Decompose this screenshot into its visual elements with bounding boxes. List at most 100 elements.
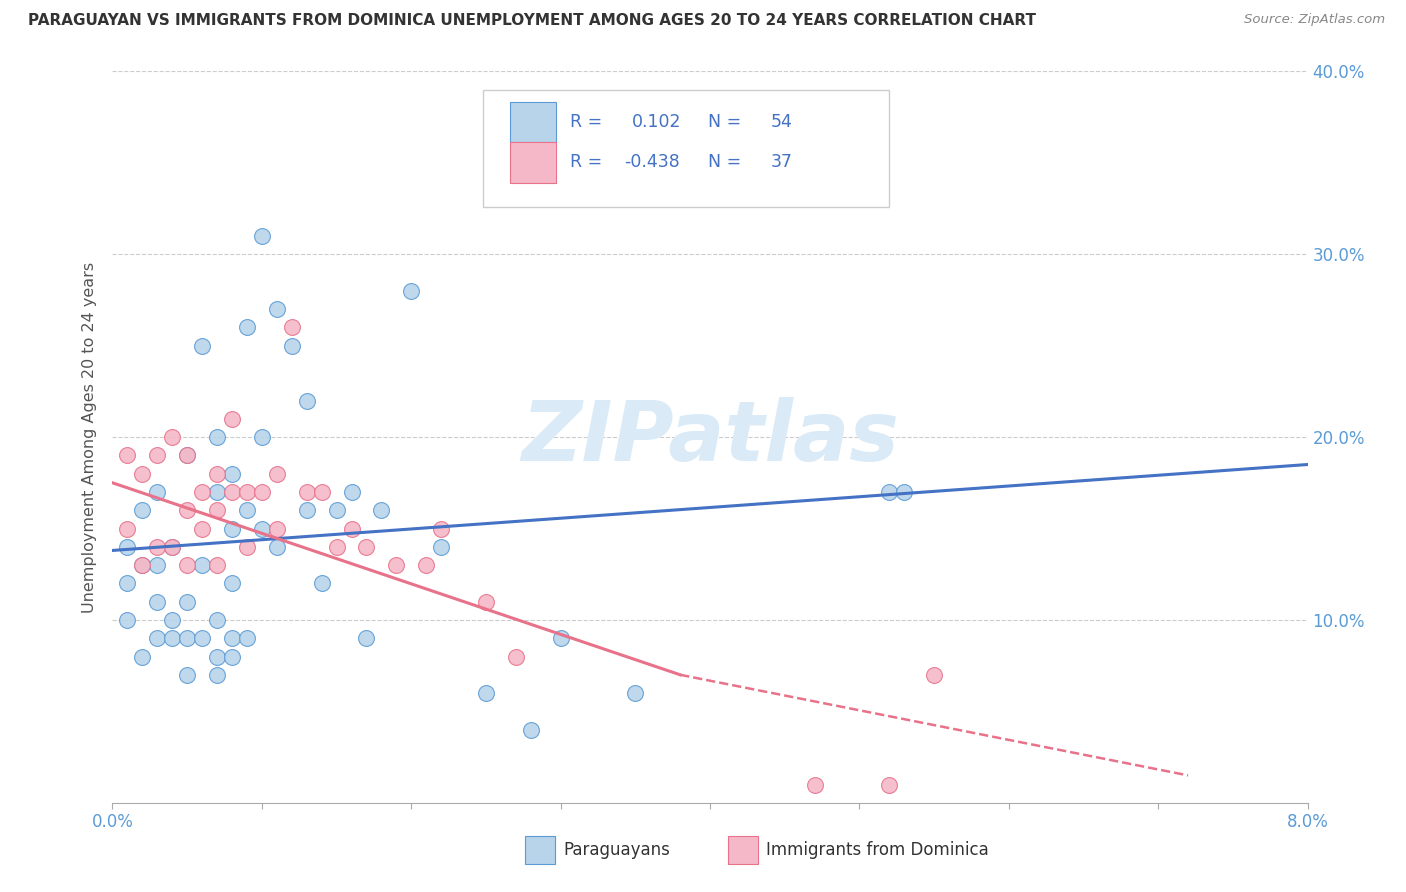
- Point: [176, 667, 198, 681]
- Point: [430, 521, 453, 535]
- Point: [205, 649, 228, 664]
- Point: [191, 521, 214, 535]
- Text: 54: 54: [770, 113, 793, 131]
- Text: Paraguayans: Paraguayans: [562, 840, 669, 859]
- Point: [162, 540, 183, 554]
- Point: [893, 485, 915, 500]
- Point: [281, 320, 304, 334]
- Point: [325, 503, 347, 517]
- Point: [205, 430, 228, 444]
- Point: [266, 467, 288, 481]
- Point: [250, 430, 273, 444]
- Point: [295, 393, 318, 408]
- Point: [922, 667, 945, 681]
- Point: [191, 558, 214, 573]
- Point: [205, 667, 228, 681]
- Point: [146, 540, 169, 554]
- FancyBboxPatch shape: [524, 836, 554, 863]
- Point: [520, 723, 543, 737]
- Text: 37: 37: [770, 153, 793, 171]
- Point: [205, 613, 228, 627]
- Point: [266, 540, 288, 554]
- Point: [205, 558, 228, 573]
- Point: [356, 540, 378, 554]
- Point: [266, 301, 288, 317]
- Point: [221, 467, 243, 481]
- Point: [162, 613, 183, 627]
- Point: [146, 632, 169, 646]
- Point: [117, 521, 139, 535]
- Point: [221, 649, 243, 664]
- Point: [236, 503, 259, 517]
- Text: N =: N =: [707, 153, 747, 171]
- Point: [236, 320, 259, 334]
- Point: [162, 632, 183, 646]
- Text: Source: ZipAtlas.com: Source: ZipAtlas.com: [1244, 13, 1385, 27]
- Point: [221, 576, 243, 591]
- Point: [162, 540, 183, 554]
- Point: [191, 485, 214, 500]
- Text: -0.438: -0.438: [624, 153, 679, 171]
- Point: [176, 448, 198, 462]
- Point: [146, 594, 169, 608]
- Point: [146, 485, 169, 500]
- Point: [221, 632, 243, 646]
- Point: [236, 485, 259, 500]
- Point: [370, 503, 392, 517]
- Point: [250, 521, 273, 535]
- Point: [877, 778, 901, 792]
- Point: [131, 467, 153, 481]
- Point: [550, 632, 572, 646]
- Point: [146, 448, 169, 462]
- Point: [356, 632, 378, 646]
- Point: [191, 632, 214, 646]
- Point: [340, 485, 363, 500]
- Point: [415, 558, 437, 573]
- Point: [117, 576, 139, 591]
- Point: [131, 503, 153, 517]
- Point: [117, 613, 139, 627]
- Y-axis label: Unemployment Among Ages 20 to 24 years: Unemployment Among Ages 20 to 24 years: [82, 261, 97, 613]
- Point: [295, 485, 318, 500]
- Point: [295, 503, 318, 517]
- Text: ZIPatlas: ZIPatlas: [522, 397, 898, 477]
- Point: [250, 229, 273, 244]
- Point: [877, 485, 901, 500]
- FancyBboxPatch shape: [484, 90, 890, 207]
- Point: [131, 558, 153, 573]
- Text: Immigrants from Dominica: Immigrants from Dominica: [766, 840, 988, 859]
- Point: [176, 632, 198, 646]
- Point: [205, 485, 228, 500]
- Point: [624, 686, 647, 700]
- Point: [176, 448, 198, 462]
- Point: [176, 594, 198, 608]
- Point: [325, 540, 347, 554]
- FancyBboxPatch shape: [510, 143, 555, 183]
- Point: [430, 540, 453, 554]
- Point: [266, 521, 288, 535]
- Point: [505, 649, 527, 664]
- Point: [475, 594, 498, 608]
- Point: [236, 540, 259, 554]
- Point: [221, 412, 243, 426]
- Point: [131, 558, 153, 573]
- Point: [162, 430, 183, 444]
- Point: [205, 503, 228, 517]
- Text: R =: R =: [571, 153, 607, 171]
- Point: [205, 467, 228, 481]
- Point: [311, 576, 333, 591]
- FancyBboxPatch shape: [510, 102, 555, 143]
- Point: [340, 521, 363, 535]
- Text: 0.102: 0.102: [633, 113, 682, 131]
- Point: [176, 503, 198, 517]
- FancyBboxPatch shape: [728, 836, 758, 863]
- Point: [221, 485, 243, 500]
- Point: [131, 649, 153, 664]
- Point: [401, 284, 423, 298]
- Point: [281, 338, 304, 352]
- Point: [191, 338, 214, 352]
- Point: [236, 632, 259, 646]
- Point: [250, 485, 273, 500]
- Point: [117, 540, 139, 554]
- Point: [475, 686, 498, 700]
